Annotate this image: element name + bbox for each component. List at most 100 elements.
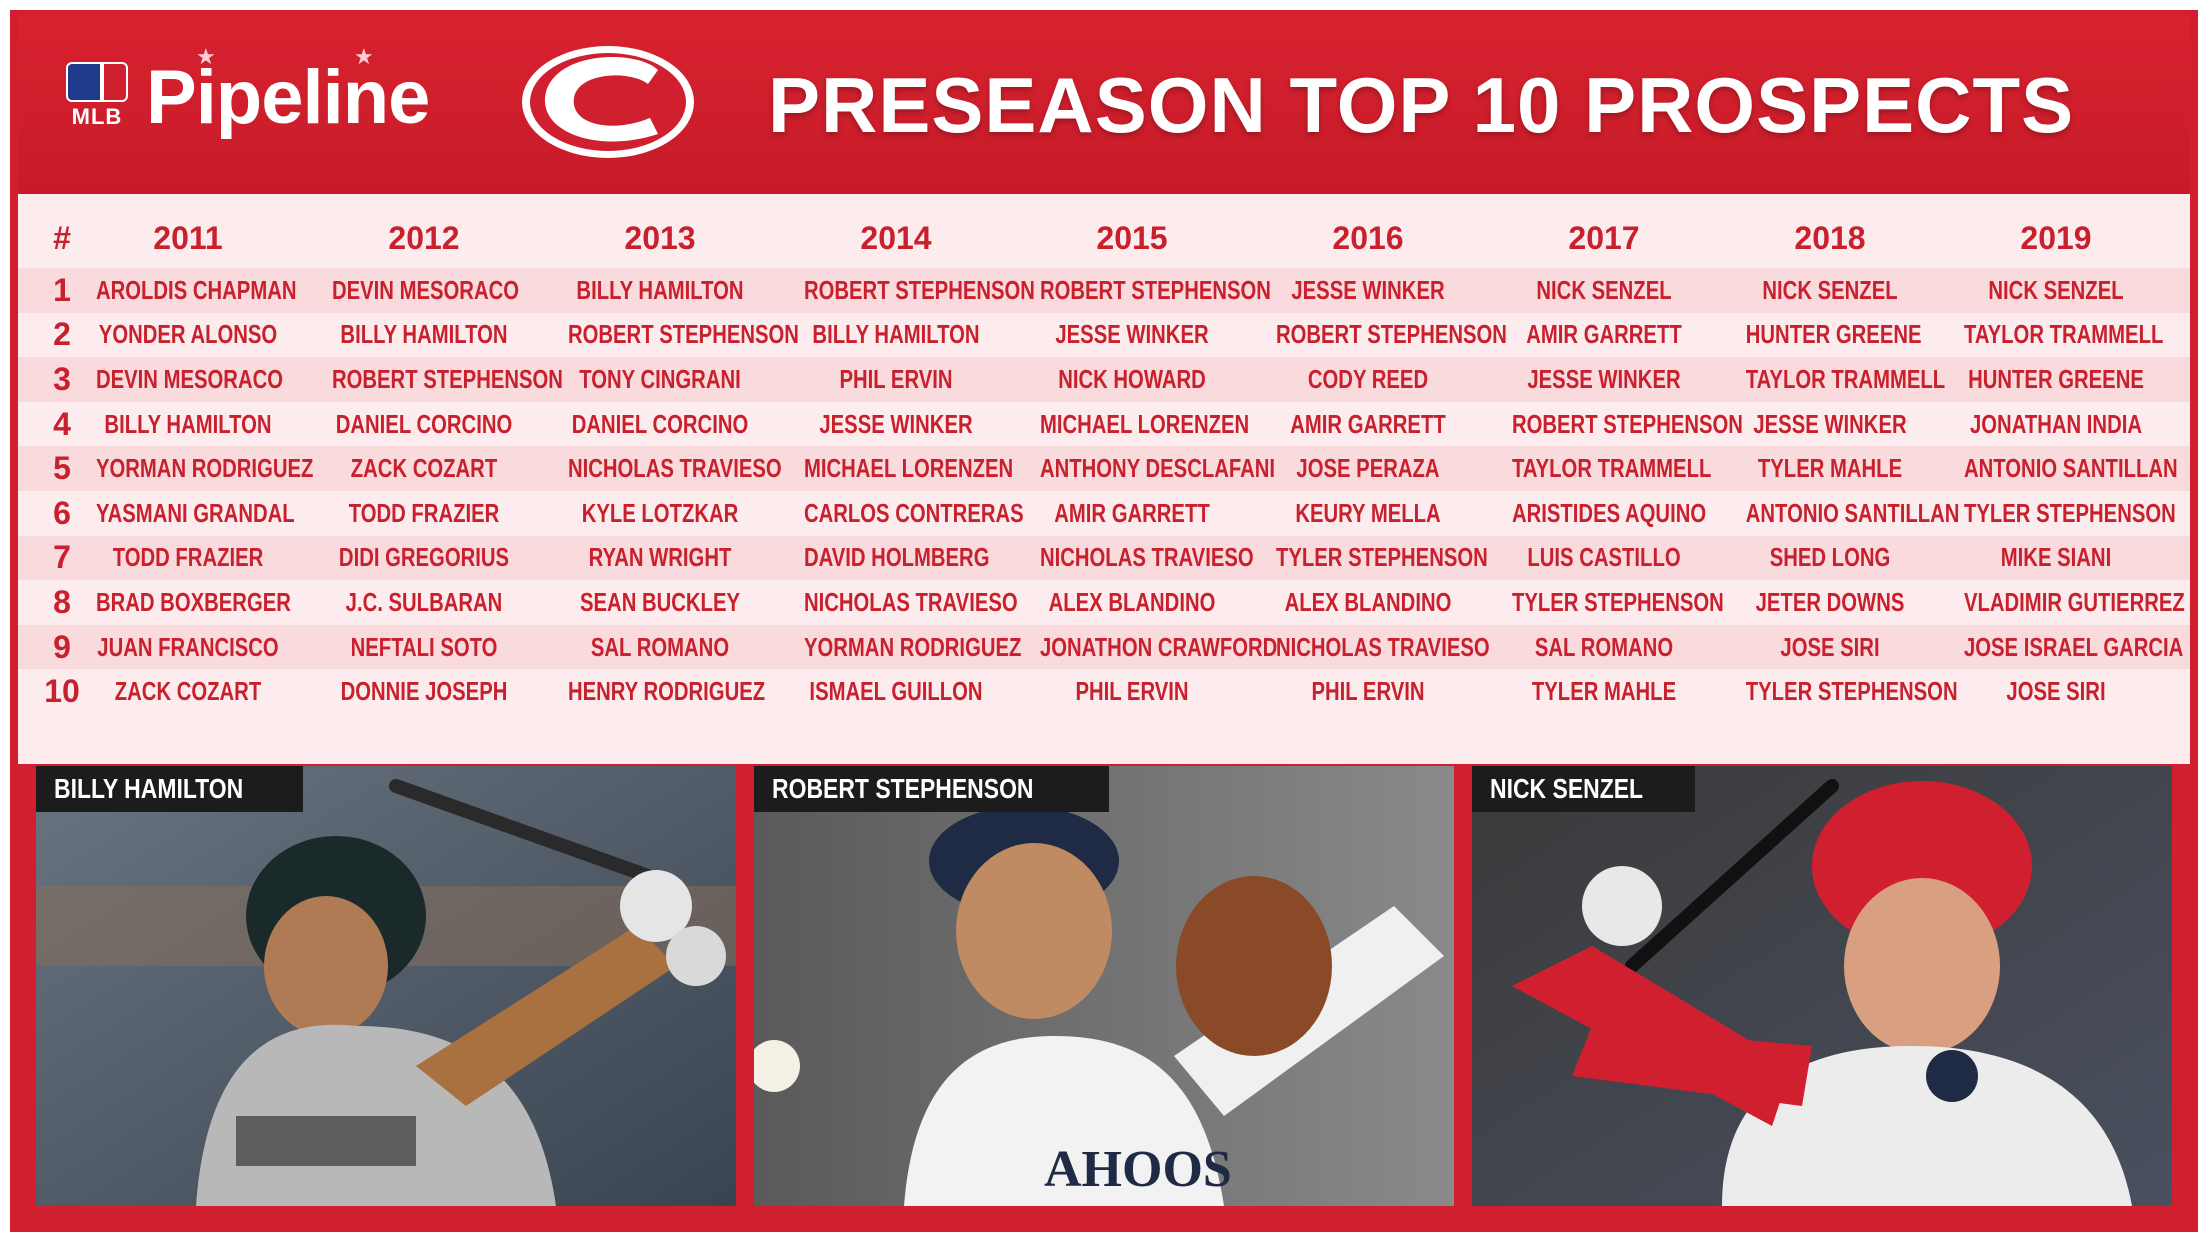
prospect-name: ROBERT STEPHENSON [1039,274,1271,305]
rank-number: 2 [53,316,71,353]
prospect-name: JESSE WINKER [1527,363,1681,394]
prospect-name: ZACK COZART [350,453,498,484]
prospect-name: TAYLOR TRAMMELL [1963,319,2164,350]
prospect-name: TODD FRAZIER [348,497,500,528]
prospect-name: SAL ROMANO [590,631,730,662]
prospect-name: TAYLOR TRAMMELL [1745,363,1946,394]
prospect-name: DEVIN MESORACO [331,274,520,305]
prospect-name: NICK SENZEL [1988,274,2124,305]
prospect-name: PHIL ERVIN [1075,676,1189,707]
prospect-name: TAYLOR TRAMMELL [1511,453,1712,484]
prospect-name: BILLY HAMILTON [812,319,980,350]
table-row: 1 AROLDIS CHAPMAN DEVIN MESORACO BILLY HAMI… [18,268,2190,313]
rank-number: 1 [53,271,71,308]
prospect-name: JOSE SIRI [1780,631,1880,662]
prospect-name: PHIL ERVIN [839,363,953,394]
prospect-name: TODD FRAZIER [112,542,264,573]
prospect-name: MICHAEL LORENZEN [1039,408,1250,439]
prospect-name: J.C. SULBARAN [345,586,503,617]
prospect-name: JONATHAN INDIA [1969,408,2143,439]
rank-number: 7 [53,539,71,576]
prospect-name: HUNTER GREENE [1745,319,1922,350]
prospect-name: JESSE WINKER [819,408,973,439]
table-row: 6 YASMANI GRANDAL TODD FRAZIER KYLE LOTZKAR… [18,491,2190,536]
prospect-name: DEVIN MESORACO [95,363,284,394]
prospect-name: JOSE ISRAEL GARCIA [1963,631,2184,662]
prospect-name: CODY REED [1307,363,1429,394]
table-row: 10 ZACK COZART DONNIE JOSEPH HENRY RODRIGUE… [18,669,2190,714]
player-photo-batter-red-image [1472,766,2172,1206]
header-banner: MLB Pipeline ★ ★ PRESEASON TOP 10 PROSPE… [18,14,2190,194]
prospect-name: BILLY HAMILTON [104,408,272,439]
year-column-header: 2016 [1332,219,1404,256]
rank-column-header: # [53,219,71,256]
prospect-name: YASMANI GRANDAL [95,497,295,528]
star-icon: ★ [196,44,216,69]
prospect-name: AMIR GARRETT [1290,408,1446,439]
prospect-name: NICK SENZEL [1536,274,1672,305]
prospect-name: NICHOLAS TRAVIESO [567,453,782,484]
prospect-name: TYLER STEPHENSON [1963,497,2176,528]
prospect-name: SHED LONG [1769,542,1891,573]
table-row: 9 JUAN FRANCISCO NEFTALI SOTO SAL ROMANO YOR… [18,624,2190,670]
photo-billy-hamilton: BILLY HAMILTON [36,766,736,1206]
prospect-name: TYLER STEPHENSON [1511,586,1724,617]
mlb-logo-text: MLB [71,104,123,129]
photo-caption: ROBERT STEPHENSON [754,766,1109,812]
prospect-name: TONY CINGRANI [579,363,741,394]
prospect-name: ANTONIO SANTILLAN [1745,497,1960,528]
table-header-row: # 2011 2012 2013 2014 2015 2016 2017 201… [18,216,2190,261]
photo-robert-stephenson: AHOOS ROBERT STEPHENSON [754,766,1454,1206]
player-photo-batter-image [36,766,736,1206]
prospect-name: NICHOLAS TRAVIESO [803,586,1018,617]
table-row: 7 TODD FRAZIER DIDI GREGORIUS RYAN WRIGHT DA… [18,535,2190,581]
prospect-name: SAL ROMANO [1534,631,1674,662]
prospect-name: DIDI GREGORIUS [338,542,510,573]
page-title: PRESEASON TOP 10 PROSPECTS [768,61,2075,149]
year-column-header: 2017 [1568,219,1640,256]
prospect-name: YONDER ALONSO [98,319,278,350]
year-column-header: 2019 [2020,219,2092,256]
prospect-name: ROBERT STEPHENSON [803,274,1035,305]
rank-number: 4 [53,405,71,442]
prospect-name: BRAD BOXBERGER [95,586,291,617]
prospect-name: ROBERT STEPHENSON [567,319,799,350]
prospect-name: HUNTER GREENE [1968,363,2144,394]
prospect-name: TYLER STEPHENSON [1275,542,1488,573]
prospect-name: JESSE WINKER [1753,408,1907,439]
prospect-name: YORMAN RODRIGUEZ [803,631,1022,662]
photo-caption: BILLY HAMILTON [36,766,303,812]
prospect-name: AMIR GARRETT [1526,319,1682,350]
photo-nick-senzel: NICK SENZEL [1472,766,2172,1206]
pipeline-wordmark: Pipeline [146,55,430,140]
year-column-header: 2018 [1794,219,1866,256]
prospect-name: TYLER MAHLE [1531,676,1677,707]
prospect-name: ANTONIO SANTILLAN [1963,453,2178,484]
table-row: 3 DEVIN MESORACO ROBERT STEPHENSON TONY CIN… [18,357,2190,402]
jersey-text: AHOOS [1044,1141,1232,1198]
year-column-header: 2011 [153,219,223,256]
prospect-name: JESSE WINKER [1291,274,1445,305]
prospect-name: AMIR GARRETT [1054,497,1210,528]
prospect-name: BILLY HAMILTON [576,274,744,305]
prospect-name: TYLER STEPHENSON [1745,676,1958,707]
mlb-logo: MLB [60,62,134,136]
rank-number: 6 [53,494,71,531]
rank-number: 9 [53,628,71,665]
prospect-name: NICK SENZEL [1762,274,1898,305]
prospect-name: KEURY MELLA [1295,497,1441,528]
prospect-name: NEFTALI SOTO [350,631,498,662]
prospect-name: DONNIE JOSEPH [340,676,508,707]
prospect-name: RYAN WRIGHT [588,542,732,573]
prospect-name: BILLY HAMILTON [340,319,508,350]
rank-number: 3 [53,360,71,397]
prospect-name: MICHAEL LORENZEN [803,453,1014,484]
prospect-name: DAVID HOLMBERG [803,542,990,573]
prospect-name: DANIEL CORCINO [571,408,749,439]
table-row: 5 YORMAN RODRIGUEZ ZACK COZART NICHOLAS TRA… [18,446,2190,491]
prospect-name: AROLDIS CHAPMAN [95,274,297,305]
year-column-header: 2013 [624,219,696,256]
prospect-name: KYLE LOTZKAR [581,497,739,528]
prospect-name: ALEX BLANDINO [1048,586,1216,617]
prospect-name: JETER DOWNS [1755,586,1905,617]
